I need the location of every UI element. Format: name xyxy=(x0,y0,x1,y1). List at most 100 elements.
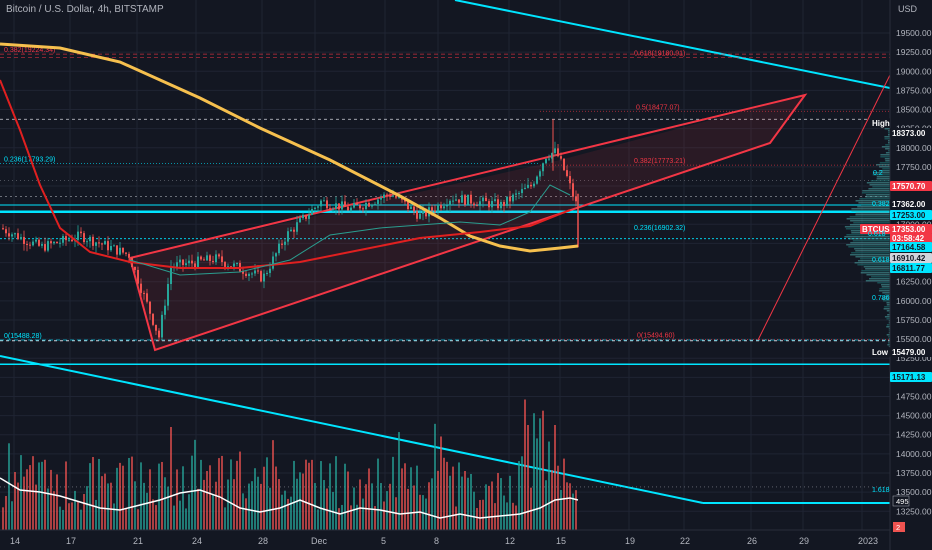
volume-profile-bar xyxy=(854,248,890,250)
candle-body xyxy=(14,233,16,235)
fib-side-label: 0.618 xyxy=(872,257,890,264)
volume-bar xyxy=(200,459,202,530)
volume-bar xyxy=(293,460,295,530)
candle-body xyxy=(500,201,502,209)
volume-bar xyxy=(386,491,388,530)
volume-bar xyxy=(512,502,514,530)
candle-body xyxy=(296,222,298,232)
volume-profile-bar xyxy=(866,182,890,184)
fib-side-label: 0.2 xyxy=(873,170,883,177)
candle-body xyxy=(221,256,223,263)
volume-bar xyxy=(383,501,385,530)
volume-bar xyxy=(428,482,430,530)
volume-bar xyxy=(401,468,403,530)
volume-profile-bar xyxy=(844,236,890,238)
volume-bar xyxy=(506,502,508,530)
volume-bar xyxy=(338,508,340,530)
volume-profile-bar xyxy=(865,268,890,270)
candle-body xyxy=(467,194,469,205)
candle-body xyxy=(164,305,166,315)
volume-profile xyxy=(844,120,890,350)
volume-profile-bar xyxy=(886,318,890,320)
volume-bar xyxy=(434,423,436,530)
candle-body xyxy=(125,252,127,254)
time-tick-label: 2023 xyxy=(858,536,878,546)
volume-bar xyxy=(194,439,196,530)
volume-profile-bar xyxy=(884,136,890,138)
volume-bar xyxy=(551,470,553,530)
candle-body xyxy=(248,273,250,276)
volume-badge xyxy=(892,495,910,507)
moving-average-teal xyxy=(129,184,571,276)
volume-bar xyxy=(128,457,130,530)
candle-body xyxy=(386,194,388,196)
candle-body xyxy=(89,236,91,242)
candle-body xyxy=(41,244,43,246)
volume-bar xyxy=(242,493,244,530)
volume-bar xyxy=(524,399,526,530)
candle-body xyxy=(215,254,217,263)
volume-bar xyxy=(119,462,121,530)
candle-body xyxy=(554,148,556,154)
volume-profile-bar xyxy=(858,202,890,204)
candle-body xyxy=(557,148,559,157)
candle-body xyxy=(149,301,151,314)
volume-profile-bar xyxy=(877,282,890,284)
volume-bar xyxy=(146,492,148,530)
volume-bar xyxy=(206,471,208,530)
volume-bar xyxy=(332,491,334,530)
candle-body xyxy=(485,197,487,202)
volume-bar xyxy=(353,487,355,530)
candle-body xyxy=(452,200,454,202)
candle-body xyxy=(350,207,352,211)
volume-profile-bar xyxy=(855,212,890,214)
candle-body xyxy=(107,241,109,251)
candle-body xyxy=(572,183,574,197)
volume-profile-bar xyxy=(884,138,890,140)
volume-profile-bar xyxy=(848,246,890,248)
candle-body xyxy=(479,201,481,206)
volume-bar xyxy=(89,463,91,530)
candle-body xyxy=(137,269,139,284)
volume-bar xyxy=(263,466,265,530)
volume-profile-bar xyxy=(888,346,890,348)
candle-body xyxy=(569,176,571,184)
candle-body xyxy=(227,266,229,268)
volume-profile-bar xyxy=(882,300,890,302)
volume-bar xyxy=(284,490,286,530)
candle-body xyxy=(398,196,400,198)
price-badge-text: 18373.00 xyxy=(892,129,926,138)
volume-profile-bar xyxy=(869,184,890,186)
candle-body xyxy=(224,262,226,267)
volume-bar xyxy=(185,508,187,530)
volume-profile-bar xyxy=(868,188,890,190)
volume-profile-bar xyxy=(851,210,890,212)
candle-body xyxy=(383,194,385,198)
candle-body xyxy=(359,204,361,209)
volume-bar xyxy=(473,491,475,530)
volume-bar xyxy=(182,466,184,530)
volume-bar xyxy=(290,496,292,530)
candle-body xyxy=(524,187,526,190)
fib-side-label: 0.786 xyxy=(872,295,890,302)
volume-profile-bar xyxy=(884,294,890,296)
candle-body xyxy=(134,266,136,270)
volume-profile-bar xyxy=(870,180,890,182)
volume-profile-bar xyxy=(887,342,890,344)
candle-body xyxy=(152,313,154,325)
candle-body xyxy=(521,189,523,194)
candle-body xyxy=(161,314,163,338)
volume-bar xyxy=(530,487,532,530)
volume-bar xyxy=(29,465,31,530)
candle-body xyxy=(38,239,40,246)
volume-profile-bar xyxy=(883,308,890,310)
candle-body xyxy=(29,244,31,246)
candle-body xyxy=(209,255,211,261)
volume-profile-bar xyxy=(880,156,890,158)
volume-bar xyxy=(41,461,43,530)
volume-bar xyxy=(209,465,211,530)
volume-profile-bar xyxy=(879,162,890,164)
candle-body xyxy=(362,208,364,210)
volume-profile-bar xyxy=(887,130,890,132)
